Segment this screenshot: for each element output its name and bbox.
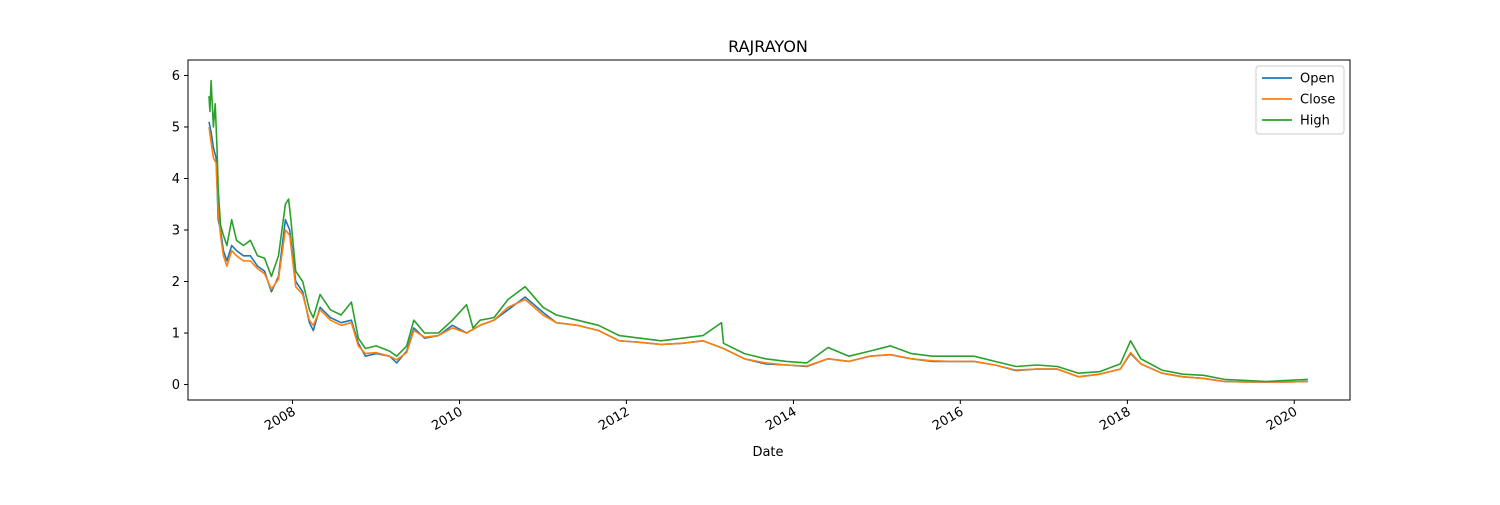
chart-title: RAJRAYON <box>728 37 808 56</box>
legend: Open Close High <box>1255 65 1345 135</box>
legend-label-open: Open <box>1300 72 1335 87</box>
y-axis: 0 1 2 3 4 5 6 <box>172 69 188 393</box>
y-tick-label: 0 <box>172 378 180 393</box>
legend-box <box>1255 65 1345 135</box>
y-tick-label: 3 <box>172 224 180 239</box>
legend-label-close: Close <box>1300 93 1335 108</box>
y-tick-label: 5 <box>172 120 180 135</box>
series-line-close <box>208 126 1308 383</box>
y-tick-label: 2 <box>172 275 180 290</box>
series-line-high <box>208 79 1308 383</box>
x-axis-label: Date <box>752 445 783 460</box>
y-tick-label: 6 <box>172 69 180 84</box>
series-layer <box>208 79 1308 383</box>
y-tick-label: 4 <box>172 172 180 187</box>
legend-label-high: High <box>1300 114 1330 129</box>
y-tick-label: 1 <box>172 327 180 342</box>
